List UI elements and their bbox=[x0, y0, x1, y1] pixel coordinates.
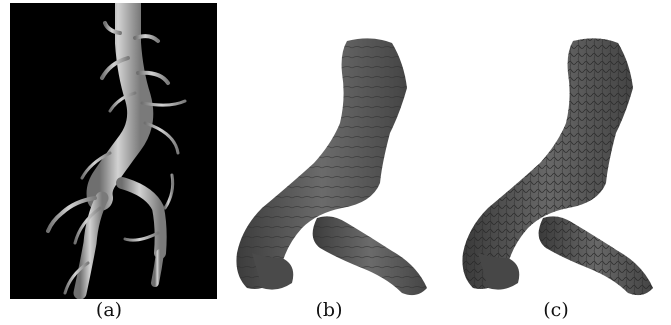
noisy-surface-render bbox=[462, 38, 653, 296]
panel-c-noisy-surface-model bbox=[448, 3, 666, 299]
smooth-surface-render bbox=[236, 38, 427, 296]
caption-b: (b) bbox=[315, 299, 343, 321]
caption-a: (a) bbox=[95, 299, 123, 321]
panel-b-surface-model bbox=[222, 3, 444, 299]
caption-c: (c) bbox=[543, 299, 569, 321]
vessel-tree-render bbox=[46, 3, 187, 299]
panel-a-volume-rendering bbox=[10, 3, 217, 299]
